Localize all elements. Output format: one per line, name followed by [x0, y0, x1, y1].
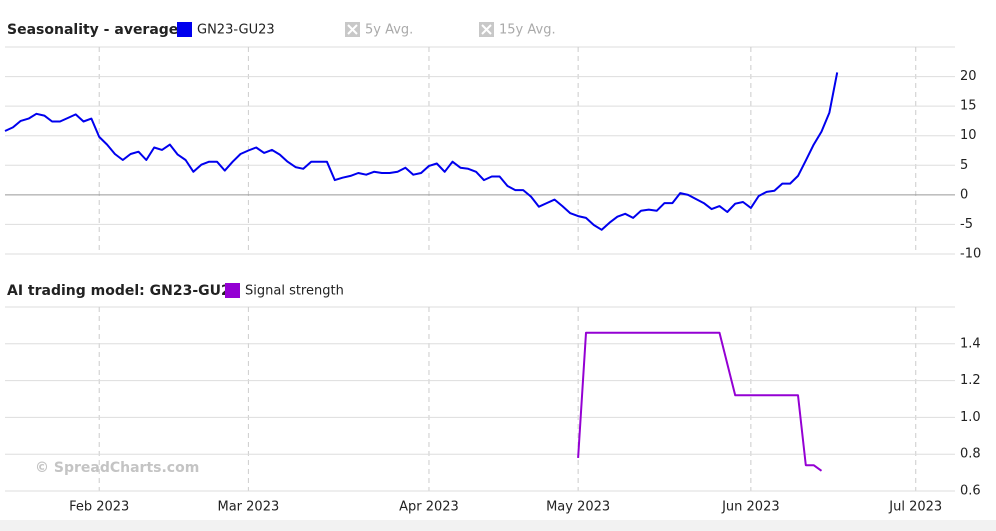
series-line [4, 72, 839, 231]
y-tick-label: 1.2 [960, 373, 981, 388]
watermark: © SpreadCharts.com [35, 460, 199, 476]
y-tick-label: 5 [960, 158, 968, 173]
y-tick-label: 0.8 [960, 447, 981, 462]
panel-title: Seasonality - averages [7, 22, 187, 38]
x-tick-label: Jul 2023 [888, 500, 942, 515]
y-tick-label: 1.4 [960, 336, 981, 351]
legend-label: Signal strength [245, 284, 344, 299]
y-tick-label: 15 [960, 99, 977, 114]
legend-swatch [177, 22, 192, 37]
x-tick-label: Feb 2023 [69, 500, 129, 515]
x-tick-label: Mar 2023 [218, 500, 280, 515]
footer-strip [0, 520, 996, 531]
x-tick-label: Apr 2023 [399, 500, 459, 515]
legend-swatch [225, 283, 240, 298]
legend-label: 15y Avg. [499, 23, 556, 38]
legend-disabled-cross [347, 24, 358, 35]
legend-disabled-cross [481, 24, 492, 35]
y-tick-label: 0.6 [960, 484, 981, 499]
x-tick-label: May 2023 [546, 500, 610, 515]
y-tick-label: 0 [960, 187, 968, 202]
series-line [577, 331, 823, 472]
y-tick-label: 10 [960, 128, 977, 143]
legend-label: GN23-GU23 [197, 23, 275, 38]
y-tick-label: 1.0 [960, 410, 981, 425]
y-tick-label: -10 [960, 247, 981, 262]
y-tick-label: -5 [960, 217, 973, 232]
x-tick-label: Jun 2023 [721, 500, 780, 515]
panel-title: AI trading model: GN23-GU23 [7, 283, 240, 299]
y-tick-label: 20 [960, 69, 977, 84]
legend-label: 5y Avg. [365, 23, 413, 38]
